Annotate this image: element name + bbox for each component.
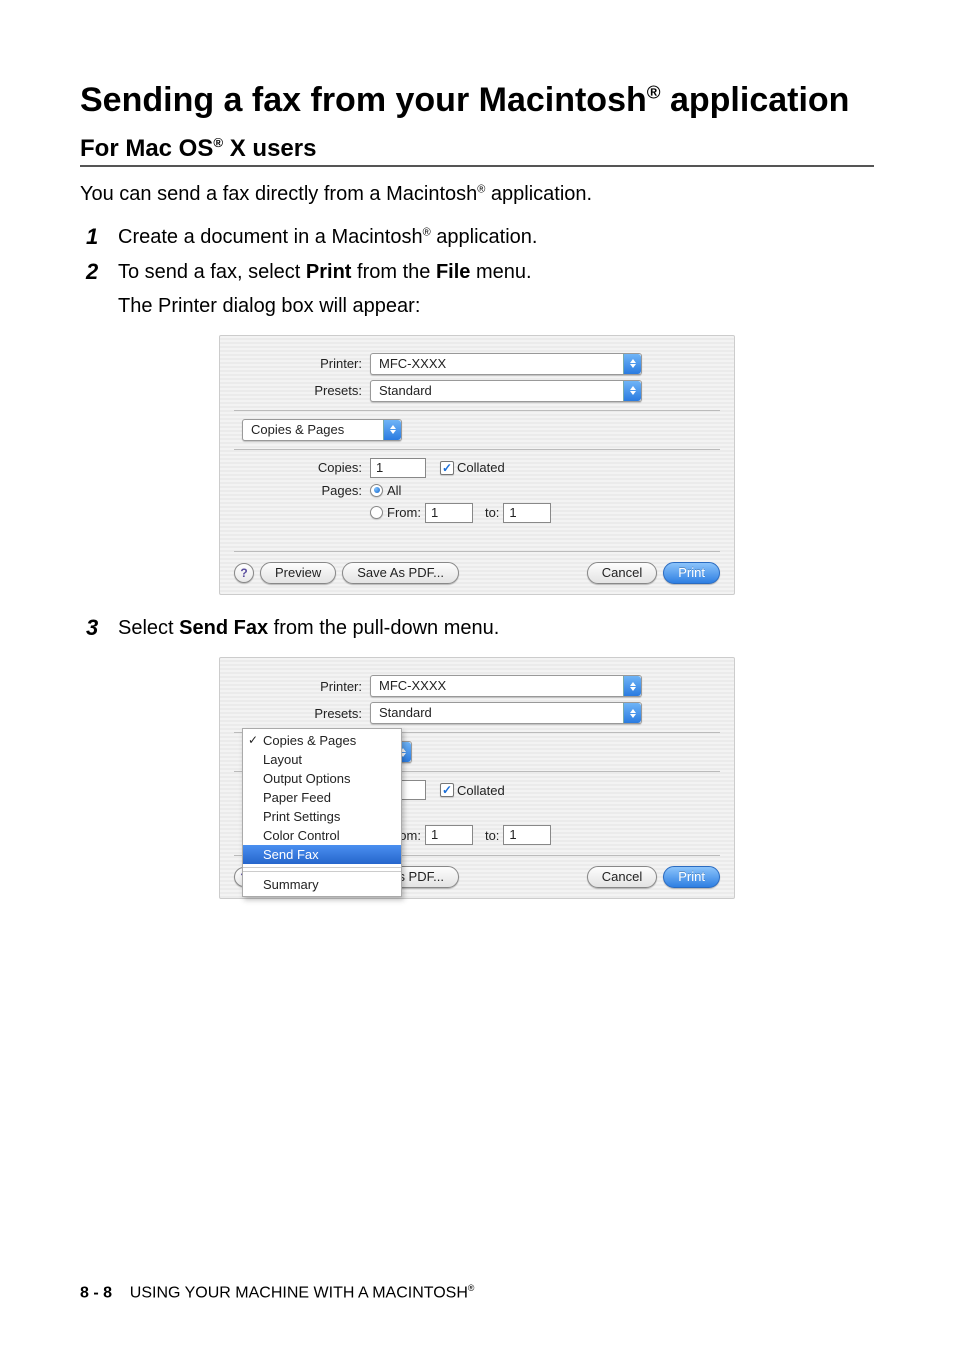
collated-checkbox[interactable]: ✓ [440, 783, 454, 797]
cancel-button[interactable]: Cancel [587, 866, 657, 888]
collated-checkbox[interactable]: ✓ [440, 461, 454, 475]
menu-item-label: Summary [263, 877, 319, 892]
menu-item-label: Layout [263, 752, 302, 767]
section-menu: ✓ Copies & Pages Layout Output Options Paper… [242, 728, 402, 897]
from-label: From: [387, 505, 421, 520]
cancel-button[interactable]: Cancel [587, 562, 657, 584]
select-arrows-icon [623, 381, 641, 401]
printer-select[interactable]: MFC-XXXX [370, 353, 642, 375]
section-select[interactable]: Copies & Pages [242, 419, 402, 441]
to-input[interactable]: 1 [503, 825, 551, 845]
print-dialog-1: Printer: MFC-XXXX Presets: Standard Copi… [219, 335, 735, 595]
footer-text: USING YOUR MACHINE WITH A MACINTOSH [130, 1284, 468, 1301]
step-text: To send a fax, select Print from the Fil… [118, 257, 532, 321]
title-part-2: application [661, 81, 850, 119]
pages-all-label: All [387, 483, 401, 498]
menu-item-label: Color Control [263, 828, 340, 843]
menu-item-label: Output Options [263, 771, 350, 786]
presets-select[interactable]: Standard [370, 702, 642, 724]
select-arrows-icon [623, 703, 641, 723]
pages-all-radio[interactable] [370, 484, 383, 497]
collated-label: Collated [457, 783, 505, 798]
from-input[interactable]: 1 [425, 825, 473, 845]
subtitle-part-2: X users [223, 135, 316, 162]
to-label: to: [485, 505, 499, 520]
help-button[interactable]: ? [234, 563, 254, 583]
check-icon: ✓ [248, 733, 258, 747]
step-1: 1 Create a document in a Macintosh® appl… [86, 222, 874, 253]
presets-label: Presets: [234, 383, 370, 398]
printer-label: Printer: [234, 679, 370, 694]
step-text: Create a document in a Macintosh® applic… [118, 222, 537, 252]
menu-item-copies-pages[interactable]: ✓ Copies & Pages [243, 731, 401, 750]
print-button[interactable]: Print [663, 562, 720, 584]
step-number: 2 [86, 257, 118, 288]
printer-label: Printer: [234, 356, 370, 371]
step-number: 3 [86, 613, 118, 644]
step-text: Select Send Fax from the pull-down menu. [118, 613, 499, 643]
menu-item-label: Paper Feed [263, 790, 331, 805]
select-arrows-icon [623, 676, 641, 696]
menu-item-label: Send Fax [263, 847, 319, 862]
copies-input[interactable]: 1 [370, 458, 426, 478]
page-title: Sending a fax from your Macintosh® appli… [80, 80, 874, 121]
select-arrows-icon [383, 420, 401, 440]
pages-range-radio[interactable] [370, 506, 383, 519]
print-dialog-2: Printer: MFC-XXXX Presets: Standard ✓ Cop… [219, 657, 735, 899]
printer-select[interactable]: MFC-XXXX [370, 675, 642, 697]
intro-text: You can send a fax directly from a Macin… [80, 183, 874, 206]
reg-symbol: ® [647, 82, 661, 103]
title-part-1: Sending a fax from your Macintosh [80, 81, 647, 119]
pages-label: Pages: [234, 483, 370, 498]
to-input[interactable]: 1 [503, 503, 551, 523]
footer-page-number: 8 - 8 [80, 1284, 112, 1301]
presets-select[interactable]: Standard [370, 380, 642, 402]
menu-item-label: Print Settings [263, 809, 340, 824]
menu-item-print-settings[interactable]: Print Settings [243, 807, 401, 826]
subtitle-part-1: For Mac OS [80, 135, 213, 162]
select-arrows-icon [623, 354, 641, 374]
copies-label: Copies: [234, 460, 370, 475]
reg-symbol: ® [213, 135, 223, 150]
menu-item-summary[interactable]: Summary [243, 875, 401, 894]
page-subtitle: For Mac OS® X users [80, 135, 874, 167]
menu-item-color-control[interactable]: Color Control [243, 826, 401, 845]
menu-item-label: Copies & Pages [263, 733, 356, 748]
from-input[interactable]: 1 [425, 503, 473, 523]
menu-item-send-fax[interactable]: Send Fax [243, 845, 401, 864]
collated-label: Collated [457, 460, 505, 475]
save-pdf-button[interactable]: Save As PDF... [342, 562, 459, 584]
step-3: 3 Select Send Fax from the pull-down men… [86, 613, 874, 644]
print-button[interactable]: Print [663, 866, 720, 888]
menu-item-output-options[interactable]: Output Options [243, 769, 401, 788]
presets-label: Presets: [234, 706, 370, 721]
preview-button[interactable]: Preview [260, 562, 336, 584]
menu-item-paper-feed[interactable]: Paper Feed [243, 788, 401, 807]
to-label: to: [485, 828, 499, 843]
step-2: 2 To send a fax, select Print from the F… [86, 257, 874, 321]
page-footer: 8 - 8 USING YOUR MACHINE WITH A MACINTOS… [80, 1283, 474, 1302]
menu-item-layout[interactable]: Layout [243, 750, 401, 769]
step-number: 1 [86, 222, 118, 253]
